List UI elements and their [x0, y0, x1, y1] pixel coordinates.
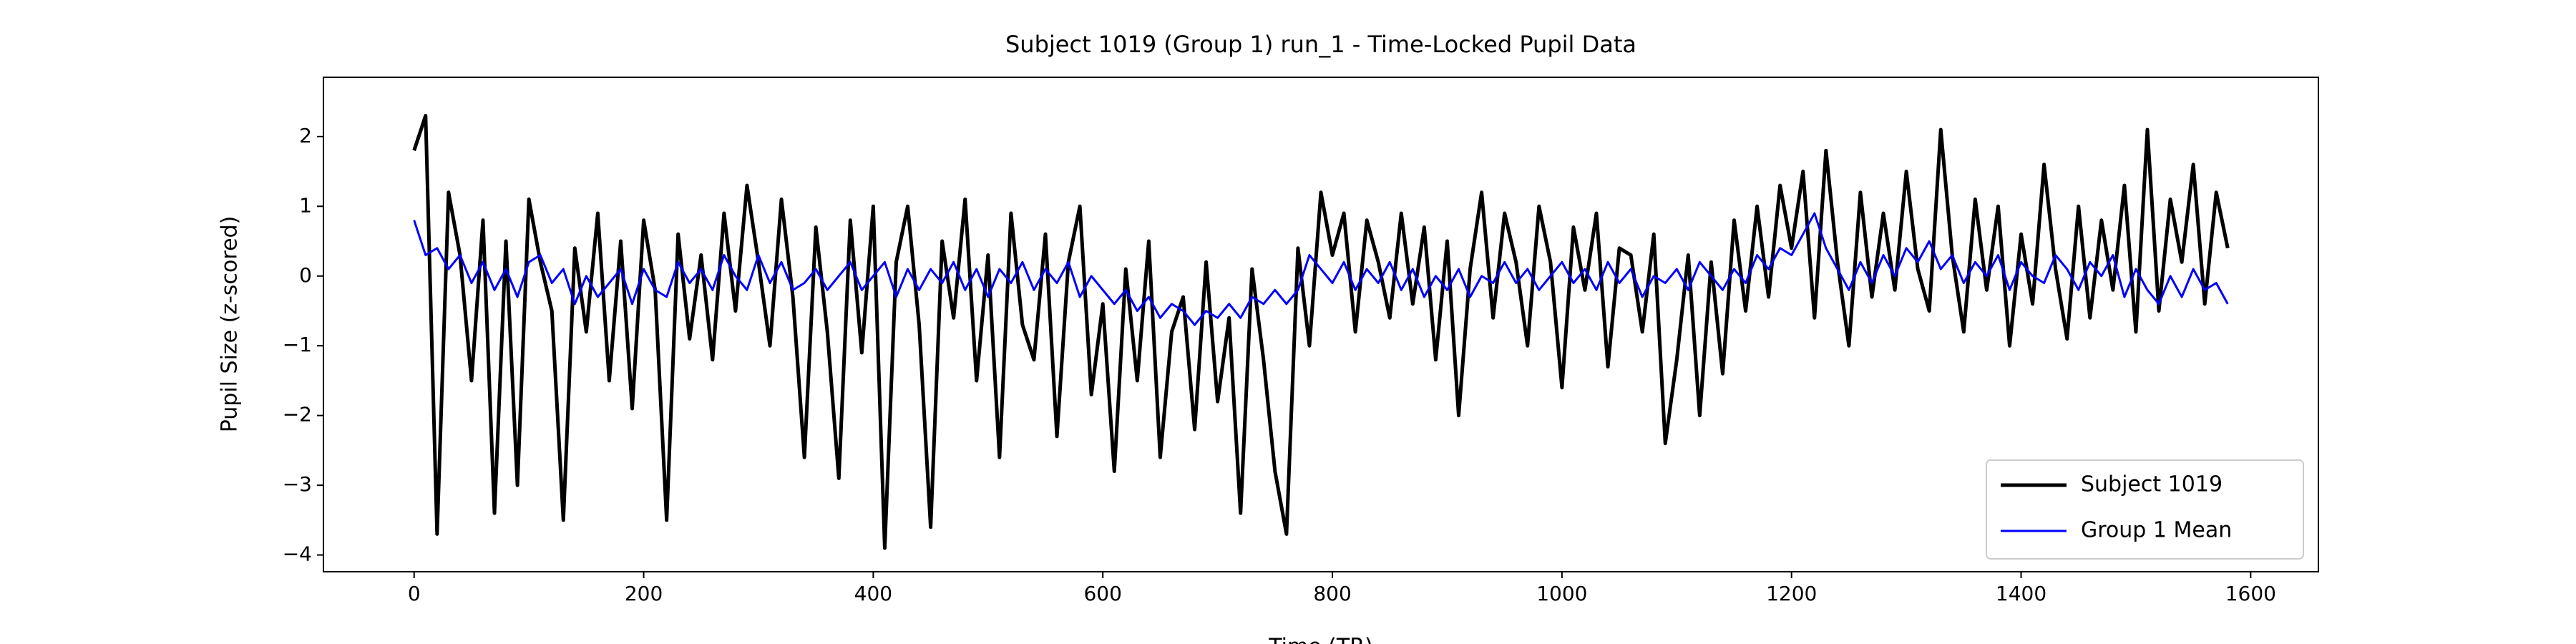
y-tick-label: 2	[299, 124, 312, 147]
y-axis-label: Pupil Size (z-scored)	[218, 216, 243, 433]
x-tick-label: 1600	[2225, 582, 2276, 605]
y-tick-label: −1	[283, 333, 312, 356]
x-tick-label: 0	[408, 582, 421, 605]
legend-label: Subject 1019	[2081, 472, 2223, 497]
x-tick-label: 1400	[1996, 582, 2046, 605]
series-line	[412, 114, 2230, 550]
x-tick-label: 400	[854, 582, 892, 605]
x-tick-label: 1000	[1536, 582, 1587, 605]
y-tick-label: −2	[283, 403, 312, 426]
y-tick-label: 1	[299, 193, 312, 217]
x-tick-label: 800	[1313, 582, 1351, 605]
y-tick-label: −4	[283, 542, 312, 566]
y-tick-label: 0	[299, 263, 312, 287]
x-axis-label: Time (TR)	[1268, 635, 1373, 644]
x-tick-label: 1200	[1766, 582, 1817, 605]
x-tick-label: 600	[1083, 582, 1121, 605]
series-line	[413, 212, 2229, 326]
y-tick-label: −3	[283, 472, 312, 496]
x-tick-label: 200	[625, 582, 663, 605]
chart-title: Subject 1019 (Group 1) run_1 - Time-Lock…	[1005, 31, 1636, 58]
legend-label: Group 1 Mean	[2081, 518, 2232, 543]
plot-frame	[323, 77, 2319, 572]
